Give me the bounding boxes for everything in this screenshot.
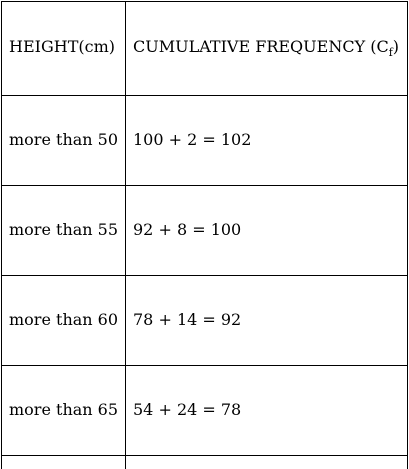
row-height-cell: more than 50 xyxy=(9,130,119,149)
row-height-cell: more than 65 xyxy=(9,400,119,419)
header-cumulative-frequency: CUMULATIVE FREQUENCY (Cf) xyxy=(133,37,400,59)
header-divider xyxy=(1,95,408,96)
header-cumulative-subscript: f xyxy=(388,46,393,59)
row-divider xyxy=(1,275,408,276)
header-height: HEIGHT(cm) xyxy=(9,37,115,56)
row-cumulative-cell: 92 + 8 = 100 xyxy=(133,220,242,239)
row-divider xyxy=(1,455,408,456)
row-height-cell: more than 60 xyxy=(9,310,119,329)
table-border-left xyxy=(1,1,2,469)
row-cumulative-cell: 54 + 24 = 78 xyxy=(133,400,242,419)
row-cumulative-cell: 100 + 2 = 102 xyxy=(133,130,252,149)
row-divider xyxy=(1,365,408,366)
row-cumulative-cell: 78 + 14 = 92 xyxy=(133,310,242,329)
column-divider xyxy=(125,1,126,469)
header-cumulative-label: CUMULATIVE FREQUENCY (C xyxy=(133,37,389,56)
row-height-cell: more than 55 xyxy=(9,220,119,239)
row-divider xyxy=(1,185,408,186)
table-border-right xyxy=(407,1,408,469)
header-cumulative-close: ) xyxy=(392,37,400,56)
table-border-top xyxy=(1,1,408,2)
